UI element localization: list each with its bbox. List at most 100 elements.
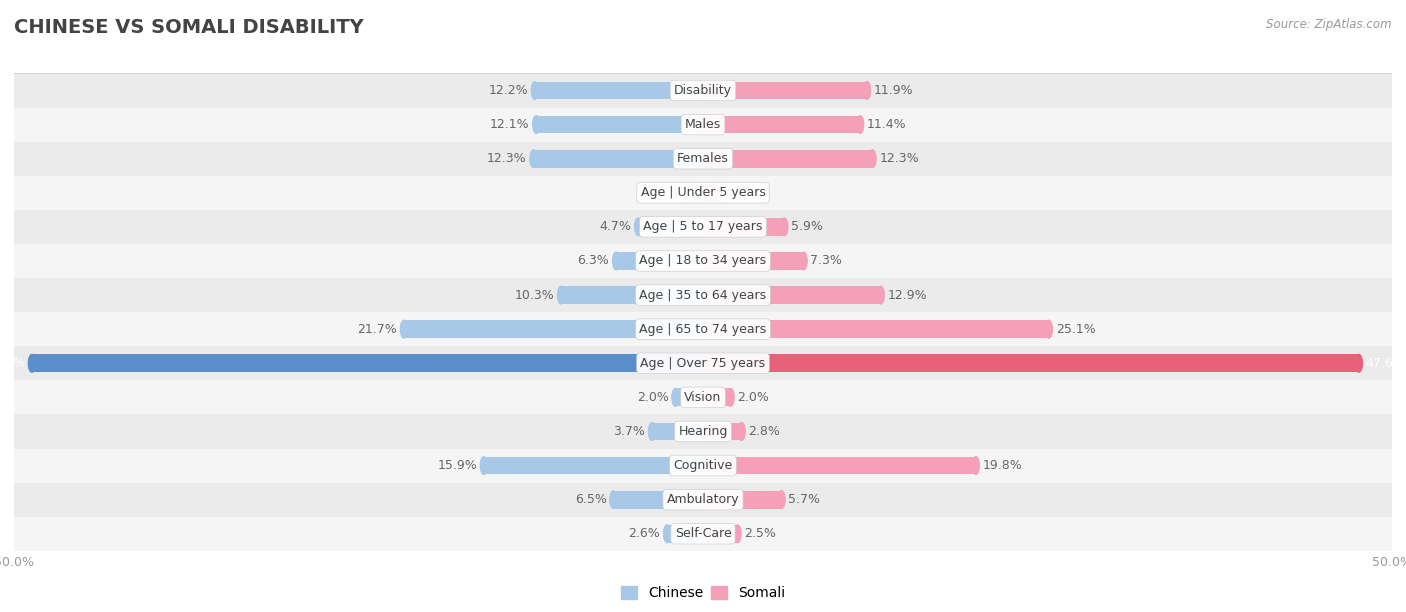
Circle shape: [28, 354, 35, 372]
Bar: [703, 150, 873, 168]
Text: 5.9%: 5.9%: [792, 220, 823, 233]
Text: CHINESE VS SOMALI DISABILITY: CHINESE VS SOMALI DISABILITY: [14, 18, 364, 37]
Circle shape: [672, 389, 679, 406]
Text: 6.3%: 6.3%: [578, 255, 609, 267]
Text: Age | Under 5 years: Age | Under 5 years: [641, 186, 765, 200]
Text: Hearing: Hearing: [678, 425, 728, 438]
Bar: [14, 483, 1392, 517]
Bar: [703, 116, 860, 133]
Circle shape: [634, 218, 641, 236]
Bar: [703, 354, 1358, 372]
Circle shape: [1355, 354, 1362, 372]
Bar: [561, 286, 703, 304]
Bar: [613, 491, 703, 509]
Text: 3.7%: 3.7%: [613, 425, 645, 438]
Text: 4.7%: 4.7%: [599, 220, 631, 233]
Bar: [404, 320, 703, 338]
Text: 48.7%: 48.7%: [0, 357, 25, 370]
Text: 21.7%: 21.7%: [357, 323, 396, 335]
Circle shape: [531, 81, 538, 99]
Circle shape: [800, 252, 807, 270]
Circle shape: [778, 491, 785, 509]
Circle shape: [863, 81, 870, 99]
Text: 47.6%: 47.6%: [1365, 357, 1406, 370]
Bar: [14, 244, 1392, 278]
Bar: [14, 346, 1392, 380]
Bar: [484, 457, 703, 474]
Circle shape: [716, 184, 723, 201]
Bar: [14, 210, 1392, 244]
Bar: [534, 81, 703, 99]
Circle shape: [972, 457, 980, 474]
Circle shape: [738, 423, 745, 440]
Text: Age | 65 to 74 years: Age | 65 to 74 years: [640, 323, 766, 335]
Bar: [14, 141, 1392, 176]
Circle shape: [533, 116, 540, 133]
Circle shape: [856, 116, 863, 133]
Text: 2.0%: 2.0%: [637, 391, 669, 404]
Bar: [14, 73, 1392, 108]
Circle shape: [877, 286, 884, 304]
Text: Age | 18 to 34 years: Age | 18 to 34 years: [640, 255, 766, 267]
Text: Ambulatory: Ambulatory: [666, 493, 740, 506]
Circle shape: [610, 491, 617, 509]
Bar: [703, 252, 804, 270]
Bar: [14, 414, 1392, 449]
Text: 19.8%: 19.8%: [983, 459, 1022, 472]
Bar: [703, 389, 731, 406]
Text: 7.3%: 7.3%: [810, 255, 842, 267]
Bar: [703, 81, 868, 99]
Bar: [675, 389, 703, 406]
Bar: [688, 184, 703, 201]
Text: 12.1%: 12.1%: [489, 118, 530, 131]
Text: Age | 5 to 17 years: Age | 5 to 17 years: [644, 220, 762, 233]
Text: 10.3%: 10.3%: [515, 289, 554, 302]
Bar: [14, 278, 1392, 312]
Circle shape: [558, 286, 565, 304]
Circle shape: [530, 150, 537, 168]
Circle shape: [1045, 320, 1053, 338]
Bar: [638, 218, 703, 236]
Bar: [14, 312, 1392, 346]
Bar: [668, 525, 703, 543]
Text: 2.0%: 2.0%: [738, 391, 769, 404]
Text: Males: Males: [685, 118, 721, 131]
Bar: [536, 116, 703, 133]
Bar: [703, 320, 1049, 338]
Bar: [14, 176, 1392, 210]
Text: Source: ZipAtlas.com: Source: ZipAtlas.com: [1267, 18, 1392, 31]
Text: 1.2%: 1.2%: [727, 186, 758, 200]
Bar: [32, 354, 703, 372]
Text: Self-Care: Self-Care: [675, 528, 731, 540]
Text: 1.1%: 1.1%: [650, 186, 681, 200]
Bar: [703, 184, 720, 201]
Text: Age | Over 75 years: Age | Over 75 years: [641, 357, 765, 370]
Bar: [703, 457, 976, 474]
Circle shape: [481, 457, 488, 474]
Legend: Chinese, Somali: Chinese, Somali: [614, 581, 792, 606]
Circle shape: [734, 525, 741, 543]
Text: Vision: Vision: [685, 391, 721, 404]
Bar: [14, 449, 1392, 483]
Text: 25.1%: 25.1%: [1056, 323, 1095, 335]
Bar: [533, 150, 703, 168]
Bar: [703, 423, 741, 440]
Circle shape: [664, 525, 671, 543]
Text: 12.9%: 12.9%: [887, 289, 928, 302]
Text: 12.3%: 12.3%: [879, 152, 920, 165]
Text: 11.4%: 11.4%: [868, 118, 907, 131]
Text: 2.8%: 2.8%: [748, 425, 780, 438]
Text: Females: Females: [678, 152, 728, 165]
Text: 12.3%: 12.3%: [486, 152, 527, 165]
Text: 2.5%: 2.5%: [744, 528, 776, 540]
Text: 15.9%: 15.9%: [437, 459, 477, 472]
Text: Cognitive: Cognitive: [673, 459, 733, 472]
Text: 5.7%: 5.7%: [789, 493, 821, 506]
Text: 11.9%: 11.9%: [875, 84, 914, 97]
Circle shape: [685, 184, 692, 201]
Bar: [703, 525, 738, 543]
Bar: [14, 380, 1392, 414]
Circle shape: [613, 252, 620, 270]
Circle shape: [648, 423, 655, 440]
Bar: [703, 491, 782, 509]
